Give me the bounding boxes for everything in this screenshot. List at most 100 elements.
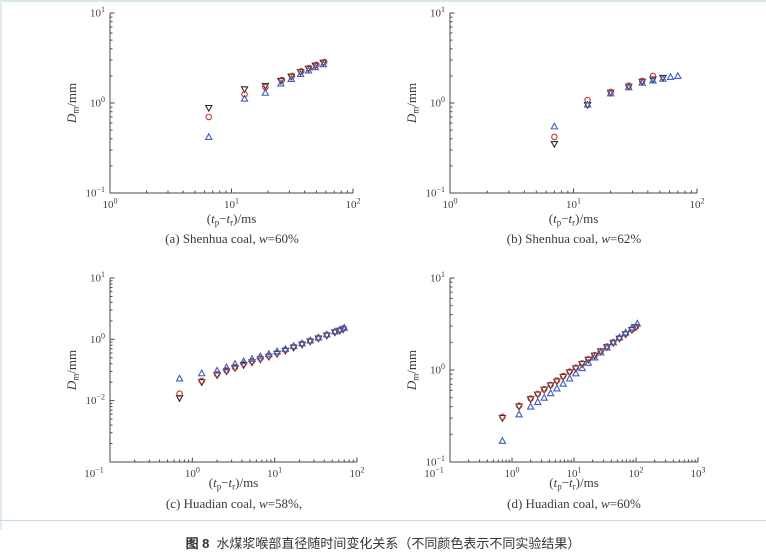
data-point: [559, 373, 568, 382]
tick-label: 100: [90, 331, 105, 346]
data-point: [633, 319, 642, 327]
data-point: [175, 374, 184, 382]
series-run2-red: [205, 58, 328, 121]
y-axis-label: Dm/mm: [404, 83, 421, 124]
data-point: [498, 436, 507, 444]
figure-8-charts: 100 101 102 101 100 10−1 (tp−tr)/ms Dm/mm 100 101…: [64, 5, 706, 492]
data-point: [230, 359, 240, 367]
subplot-c: 10−1 100 101 102 101 100 10−2 (tp−tr)/ms Dm/mm: [64, 270, 365, 492]
data-point: [590, 353, 599, 361]
data-point: [322, 332, 331, 340]
data-point: [673, 71, 682, 79]
data-point: [222, 363, 231, 371]
tick-label: 10−1: [425, 185, 445, 200]
tick-label: 100: [430, 95, 445, 110]
data-point: [658, 74, 667, 82]
data-point: [550, 140, 559, 149]
tick-label: 100: [430, 362, 445, 377]
y-axis-label: Dm/mm: [64, 350, 81, 391]
tick-label: 100: [185, 466, 200, 481]
data-point: [540, 385, 548, 393]
y-axis-label: Dm/mm: [404, 350, 421, 391]
tick-label: 10−1: [85, 185, 105, 200]
x-axis-label: (tp−tr)/ms: [549, 475, 599, 492]
data-point: [648, 76, 657, 84]
data-point: [340, 323, 349, 331]
axis-ticks: [449, 12, 698, 194]
data-point: [498, 415, 507, 423]
data-point: [256, 352, 265, 360]
data-point: [276, 79, 285, 87]
data-point: [515, 410, 524, 418]
data-point: [638, 78, 647, 86]
subplot-a-caption: (a) Shenhua coal, w=60%: [165, 231, 299, 246]
data-point: [551, 133, 558, 141]
data-point: [239, 362, 248, 370]
tick-label: 10−2: [85, 393, 105, 408]
tick-label: 101: [90, 5, 105, 20]
data-point: [550, 122, 559, 130]
data-point: [602, 343, 611, 351]
data-point: [306, 338, 315, 346]
data-point: [596, 348, 605, 356]
data-point: [264, 349, 273, 357]
axis-ticks: [109, 277, 358, 463]
data-point: [606, 89, 615, 97]
figure-caption-label: 图 8: [185, 536, 210, 551]
data-point: [213, 366, 222, 374]
data-point: [615, 335, 624, 343]
data-point: [638, 77, 646, 85]
subplot-b-caption: (b) Shenhua coal, w=62%: [506, 231, 642, 246]
tick-label: 102: [629, 466, 644, 481]
data-point: [321, 58, 328, 66]
data-point: [240, 94, 249, 102]
data-point: [584, 96, 591, 104]
tick-label: 102: [690, 197, 705, 212]
data-point: [609, 339, 618, 348]
data-point: [553, 377, 561, 384]
data-point: [319, 59, 328, 68]
data-point: [649, 72, 657, 80]
data-point: [552, 378, 561, 386]
data-point: [571, 369, 580, 377]
data-point: [499, 413, 506, 421]
data-point: [578, 361, 587, 369]
tick-label: 10−1: [84, 466, 104, 481]
axis-lines: [109, 13, 353, 194]
series-run1-black: [550, 74, 667, 149]
tick-label: 101: [224, 197, 239, 212]
data-point: [621, 328, 630, 336]
tick-label: 101: [566, 197, 581, 212]
data-point: [223, 367, 230, 374]
data-point: [615, 333, 624, 341]
subplot-d-caption: (d) Huadian coal, w=60%: [507, 496, 641, 511]
data-point: [322, 330, 331, 338]
tick-label: 101: [267, 466, 282, 481]
caption-separator-line: [0, 520, 766, 521]
data-point: [533, 391, 542, 399]
data-point: [198, 377, 205, 385]
data-point: [559, 372, 567, 380]
data-point: [205, 113, 213, 121]
data-point: [571, 365, 580, 373]
tick-label: 100: [505, 466, 520, 481]
data-point: [540, 393, 549, 401]
data-point: [330, 329, 340, 337]
data-point: [222, 368, 231, 376]
x-axis-label: (tp−tr)/ms: [207, 211, 257, 228]
x-axis-label: (tp−tr)/ms: [549, 211, 599, 228]
data-point: [296, 69, 305, 78]
data-point: [204, 132, 213, 140]
data-point: [175, 395, 184, 403]
data-point: [515, 402, 523, 409]
data-point: [305, 64, 313, 72]
series-run3-blue: [175, 323, 349, 382]
axis-ticks: [449, 277, 699, 463]
data-point: [241, 91, 248, 98]
data-point: [584, 356, 593, 365]
tick-label: 101: [90, 270, 105, 285]
data-point: [231, 364, 239, 371]
data-point: [176, 390, 183, 397]
